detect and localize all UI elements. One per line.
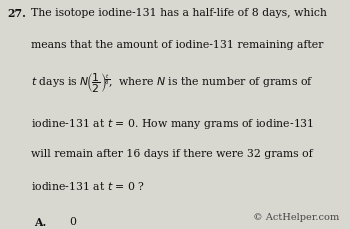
Text: iodine-131 at $t$ = 0. How many grams of iodine-131: iodine-131 at $t$ = 0. How many grams of… <box>31 117 314 131</box>
Text: $t$ days is $N\!\left(\dfrac{1}{2}\right)^{\!\frac{t}{8}\!}$,  where $N$ is the : $t$ days is $N\!\left(\dfrac{1}{2}\right… <box>31 71 313 95</box>
Text: © ActHelper.com: © ActHelper.com <box>253 213 340 222</box>
Text: 27.: 27. <box>8 8 27 19</box>
Text: iodine-131 at $t$ = 0 ?: iodine-131 at $t$ = 0 ? <box>31 180 145 192</box>
Text: 0: 0 <box>69 217 76 226</box>
Text: means that the amount of iodine-131 remaining after: means that the amount of iodine-131 rema… <box>31 40 323 50</box>
Text: A.: A. <box>34 217 47 228</box>
Text: will remain after 16 days if there were 32 grams of: will remain after 16 days if there were … <box>31 149 313 159</box>
Text: The isotope iodine-131 has a half-life of 8 days, which: The isotope iodine-131 has a half-life o… <box>31 8 327 18</box>
